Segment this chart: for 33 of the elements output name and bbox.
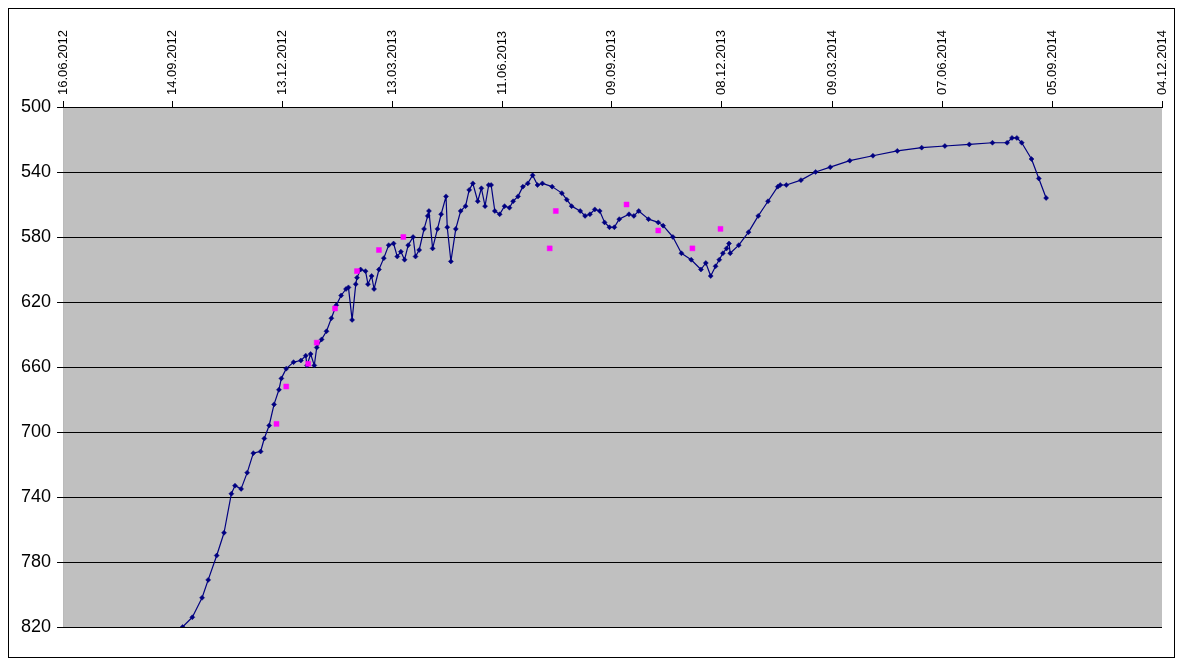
y-tick-label: 820	[20, 615, 52, 636]
y-tick-label: 660	[20, 355, 52, 376]
point	[546, 245, 553, 252]
point	[283, 383, 289, 390]
point	[273, 421, 280, 427]
x-tick-label: 05.09.2014	[1043, 29, 1059, 95]
x-tick-label: 14.09.2012	[164, 29, 180, 95]
y-tick-label: 620	[20, 290, 52, 311]
point	[332, 305, 338, 312]
point	[623, 201, 630, 208]
y-tick-label: 500	[20, 95, 52, 116]
x-tick-label: 11.06.2013	[493, 30, 509, 95]
y-tick-label: 580	[20, 225, 52, 246]
x-tick-label: 13.12.2012	[274, 29, 290, 95]
point	[400, 234, 407, 240]
y-tick-label: 740	[20, 485, 52, 506]
x-tick-label: 09.03.2014	[824, 29, 840, 95]
y-tick-label: 540	[20, 160, 52, 181]
x-tick-label: 08.12.2013	[713, 29, 729, 95]
x-tick-label: 04.12.2014	[1153, 29, 1169, 95]
x-tick-label: 07.06.2014	[934, 29, 950, 95]
point	[354, 268, 360, 274]
point	[717, 226, 724, 232]
y-tick-label: 700	[20, 420, 52, 441]
point	[655, 227, 661, 234]
point	[553, 208, 559, 214]
point	[689, 245, 696, 252]
y-tick-label: 780	[20, 550, 52, 571]
point	[376, 247, 382, 253]
x-tick-label: 16.06.2012	[54, 29, 70, 95]
x-tick-label: 13.03.2013	[383, 29, 399, 95]
x-tick-label: 09.09.2013	[603, 29, 619, 95]
point	[314, 339, 320, 346]
